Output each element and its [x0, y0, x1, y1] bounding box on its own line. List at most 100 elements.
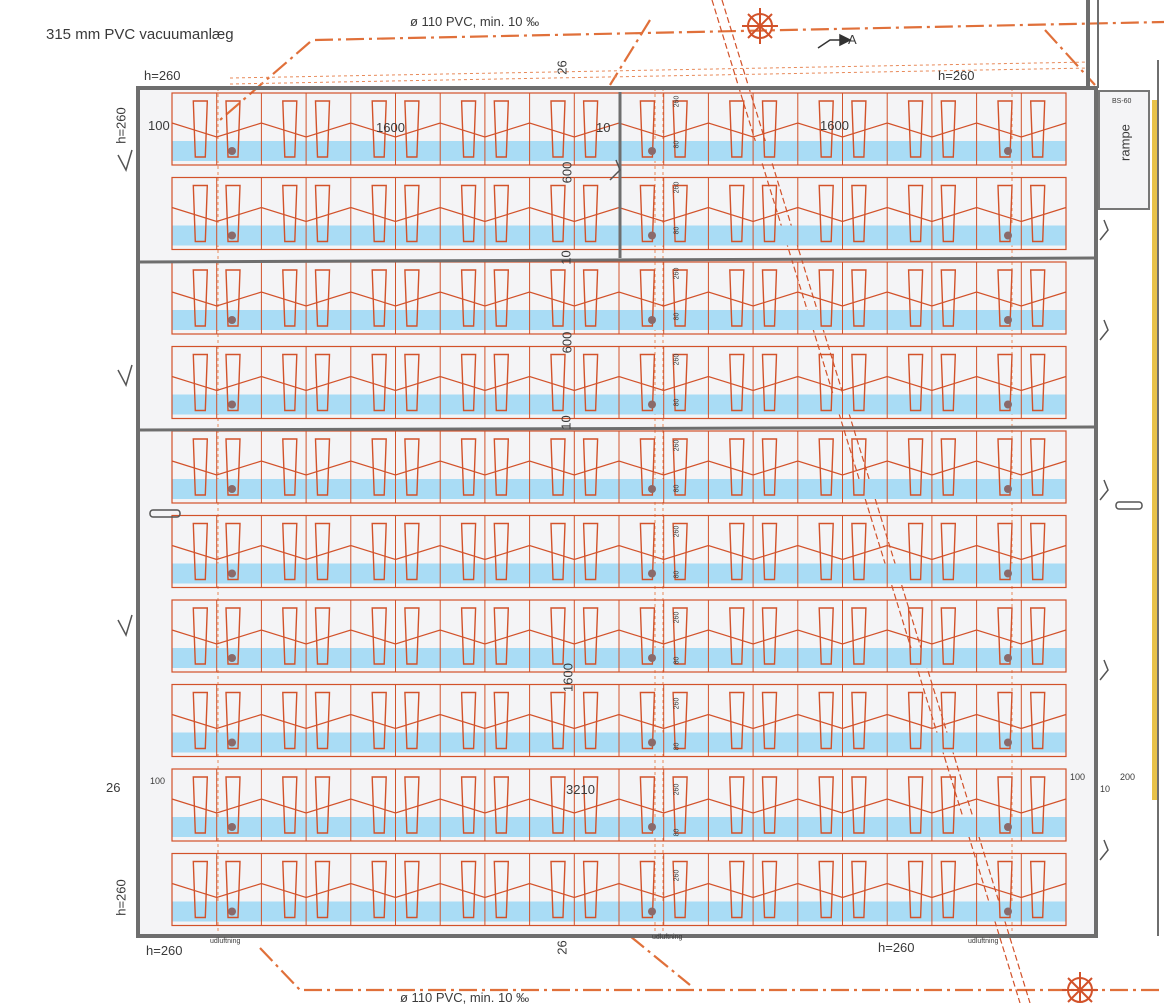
cubicle-bed [404, 353, 420, 412]
cubicle-bed [460, 691, 477, 750]
cubicle-bed [851, 269, 867, 327]
udluftning-label: udluftning [652, 934, 683, 941]
cubicle-bed [761, 438, 778, 496]
section-marker-label: A [848, 32, 857, 47]
cubicle-bed [1029, 691, 1046, 750]
corridor-mark: 260 [673, 869, 681, 882]
cubicle-bed [672, 607, 688, 665]
drinker-dot [648, 569, 656, 578]
cubicle-bed [672, 691, 688, 750]
cubicle-bed [282, 100, 298, 158]
corridor-mark: 260 [673, 783, 681, 796]
cubicle-bed [940, 438, 957, 496]
cubicle-bed [282, 269, 298, 327]
corridor-mark: 80 [673, 484, 681, 493]
cubicle-bed [1029, 776, 1046, 834]
cubicle-bed [371, 438, 387, 496]
cubicle-bed [940, 522, 957, 581]
cubicle-bed [550, 776, 566, 834]
cubicle-bed [851, 100, 867, 158]
drinker-dot [228, 316, 236, 324]
cubicle-bed [550, 691, 566, 750]
cubicle-bed [314, 100, 331, 158]
cubicle-bed [907, 776, 924, 834]
dim-h260-bottom-right: h=260 [878, 940, 915, 955]
cubicle-bed [729, 522, 745, 581]
cubicle-bed [550, 522, 566, 581]
cubicle-bed [192, 184, 209, 243]
cubicle-bed [582, 522, 599, 581]
drinker-dot [228, 907, 236, 916]
drinker-dot [648, 654, 656, 662]
cubicle-bed [371, 607, 387, 665]
cubicle-bed [371, 860, 387, 919]
cubicle-bed [493, 776, 510, 834]
stall-row [171, 430, 1067, 504]
corridor-mark: 80 [673, 742, 681, 751]
cubicle-bed [550, 184, 566, 243]
cubicle-bed [997, 776, 1013, 834]
cubicle-bed [314, 776, 331, 834]
corridor-mark: 260 [673, 439, 681, 452]
cubicle-bed [997, 269, 1013, 327]
corridor-mark: 260 [673, 181, 681, 194]
cubicle-bed [639, 100, 656, 158]
cubicle-bed [282, 438, 298, 496]
cubicle-bed [851, 353, 867, 412]
cubicle-bed [582, 776, 599, 834]
cubicle-bed [192, 776, 209, 834]
cubicle-bed [282, 353, 298, 412]
cubicle-bed [282, 184, 298, 243]
stall-row [171, 768, 1067, 842]
cubicle-bed [997, 691, 1013, 750]
udluftning-label: udluftning [210, 938, 241, 945]
cubicle-bed [314, 438, 331, 496]
cubicle-bed [639, 438, 656, 496]
cubicle-bed [940, 776, 957, 834]
cubicle-bed [729, 184, 745, 243]
title-label: 315 mm PVC vacuumanlæg [46, 26, 234, 43]
cubicle-bed [761, 100, 778, 158]
cubicle-bed [672, 269, 688, 327]
dim-h260-top-left: h=260 [144, 68, 181, 83]
cubicle-bed [550, 438, 566, 496]
stall-row [171, 599, 1067, 673]
dim-1600-left: 1600 [376, 120, 405, 135]
dim-100-top: 100 [148, 118, 170, 133]
drinker-dot [228, 231, 236, 240]
section-arrow-icon [817, 33, 852, 49]
service-line-top-b [229, 67, 1091, 85]
drinker-dot [228, 485, 236, 493]
cubicle-bed [639, 691, 656, 750]
cubicle-bed [1029, 607, 1046, 665]
cubicle-bed [404, 607, 420, 665]
cubicle-bed [371, 100, 387, 158]
cubicle-bed [729, 353, 745, 412]
cubicle-bed [639, 269, 656, 327]
cubicle-bed [761, 607, 778, 665]
cubicle-bed [192, 607, 209, 665]
wall-ticks [117, 149, 1109, 861]
dim-100-right: 100 [1070, 772, 1086, 782]
cubicle-bed [907, 269, 924, 327]
drinker-dot [648, 738, 656, 747]
corridor-mark: 80 [673, 828, 681, 837]
pipe-bottom-label: ø 110 PVC, min. 10 ‰ [400, 990, 530, 1005]
cubicle-bed [1029, 184, 1046, 243]
stall-row [171, 683, 1067, 758]
dim-10-right: 10 [1100, 784, 1111, 794]
cubicle-bed [907, 522, 924, 581]
cubicle-bed [907, 100, 924, 158]
stall-row [171, 514, 1067, 589]
cubicle-bed [729, 438, 745, 496]
cubicle-bed [729, 269, 745, 327]
cubicle-bed [460, 438, 477, 496]
cubicle-bed [314, 522, 331, 581]
cubicle-bed [493, 184, 510, 243]
stall-row [171, 261, 1067, 335]
cubicle-bed [225, 522, 241, 581]
drinker-dot [228, 147, 236, 155]
cubicle-bed [940, 100, 957, 158]
cubicle-bed [314, 607, 331, 665]
